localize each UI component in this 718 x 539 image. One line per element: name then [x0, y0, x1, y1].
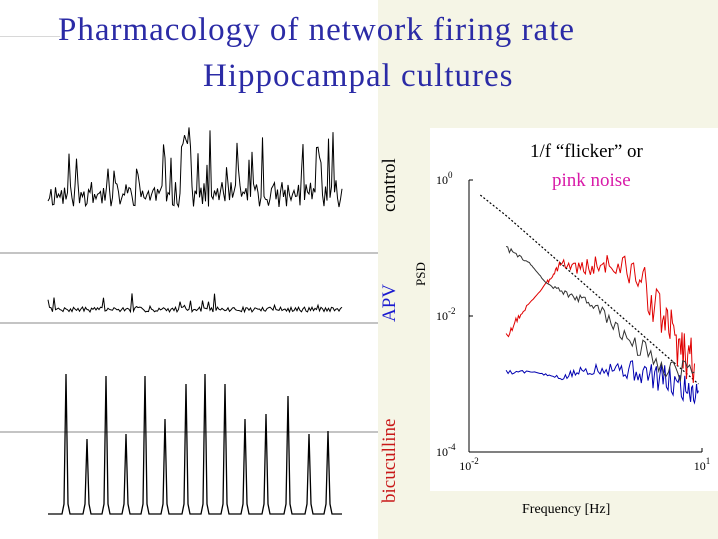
psd-y-tick-label-1: 10-2 [436, 306, 456, 323]
psd-series-1f-reference [479, 194, 699, 385]
psd-y-tick-label-0: 100 [436, 170, 453, 187]
slide-subtitle: Hippocampal cultures [203, 58, 514, 94]
firing-rate-traces [0, 127, 378, 515]
psd-series-control [505, 246, 695, 382]
title-hairline [0, 36, 60, 37]
psd-series-apv [505, 360, 699, 405]
trace-bicuculline [48, 373, 342, 515]
psd-series-bicuculline [505, 255, 695, 383]
legend-pink-noise-text: pink noise [552, 170, 631, 191]
psd-x-tick-label-0: 10-2 [459, 456, 479, 473]
psd-plot-panel [430, 128, 718, 491]
slide-title: Pharmacology of network firing rate [58, 12, 576, 48]
left-panel [0, 0, 378, 539]
trace-control [47, 127, 343, 209]
psd-x-tick-label-1: 101 [694, 456, 711, 473]
psd-x-axis-label: Frequency [Hz] [522, 502, 611, 517]
psd-y-tick-label-2: 10-4 [436, 442, 456, 459]
psd-y-axis-label: PSD [413, 262, 428, 286]
trace-apv [47, 293, 343, 314]
legend-flicker-text: 1/f “flicker” or [530, 141, 643, 162]
